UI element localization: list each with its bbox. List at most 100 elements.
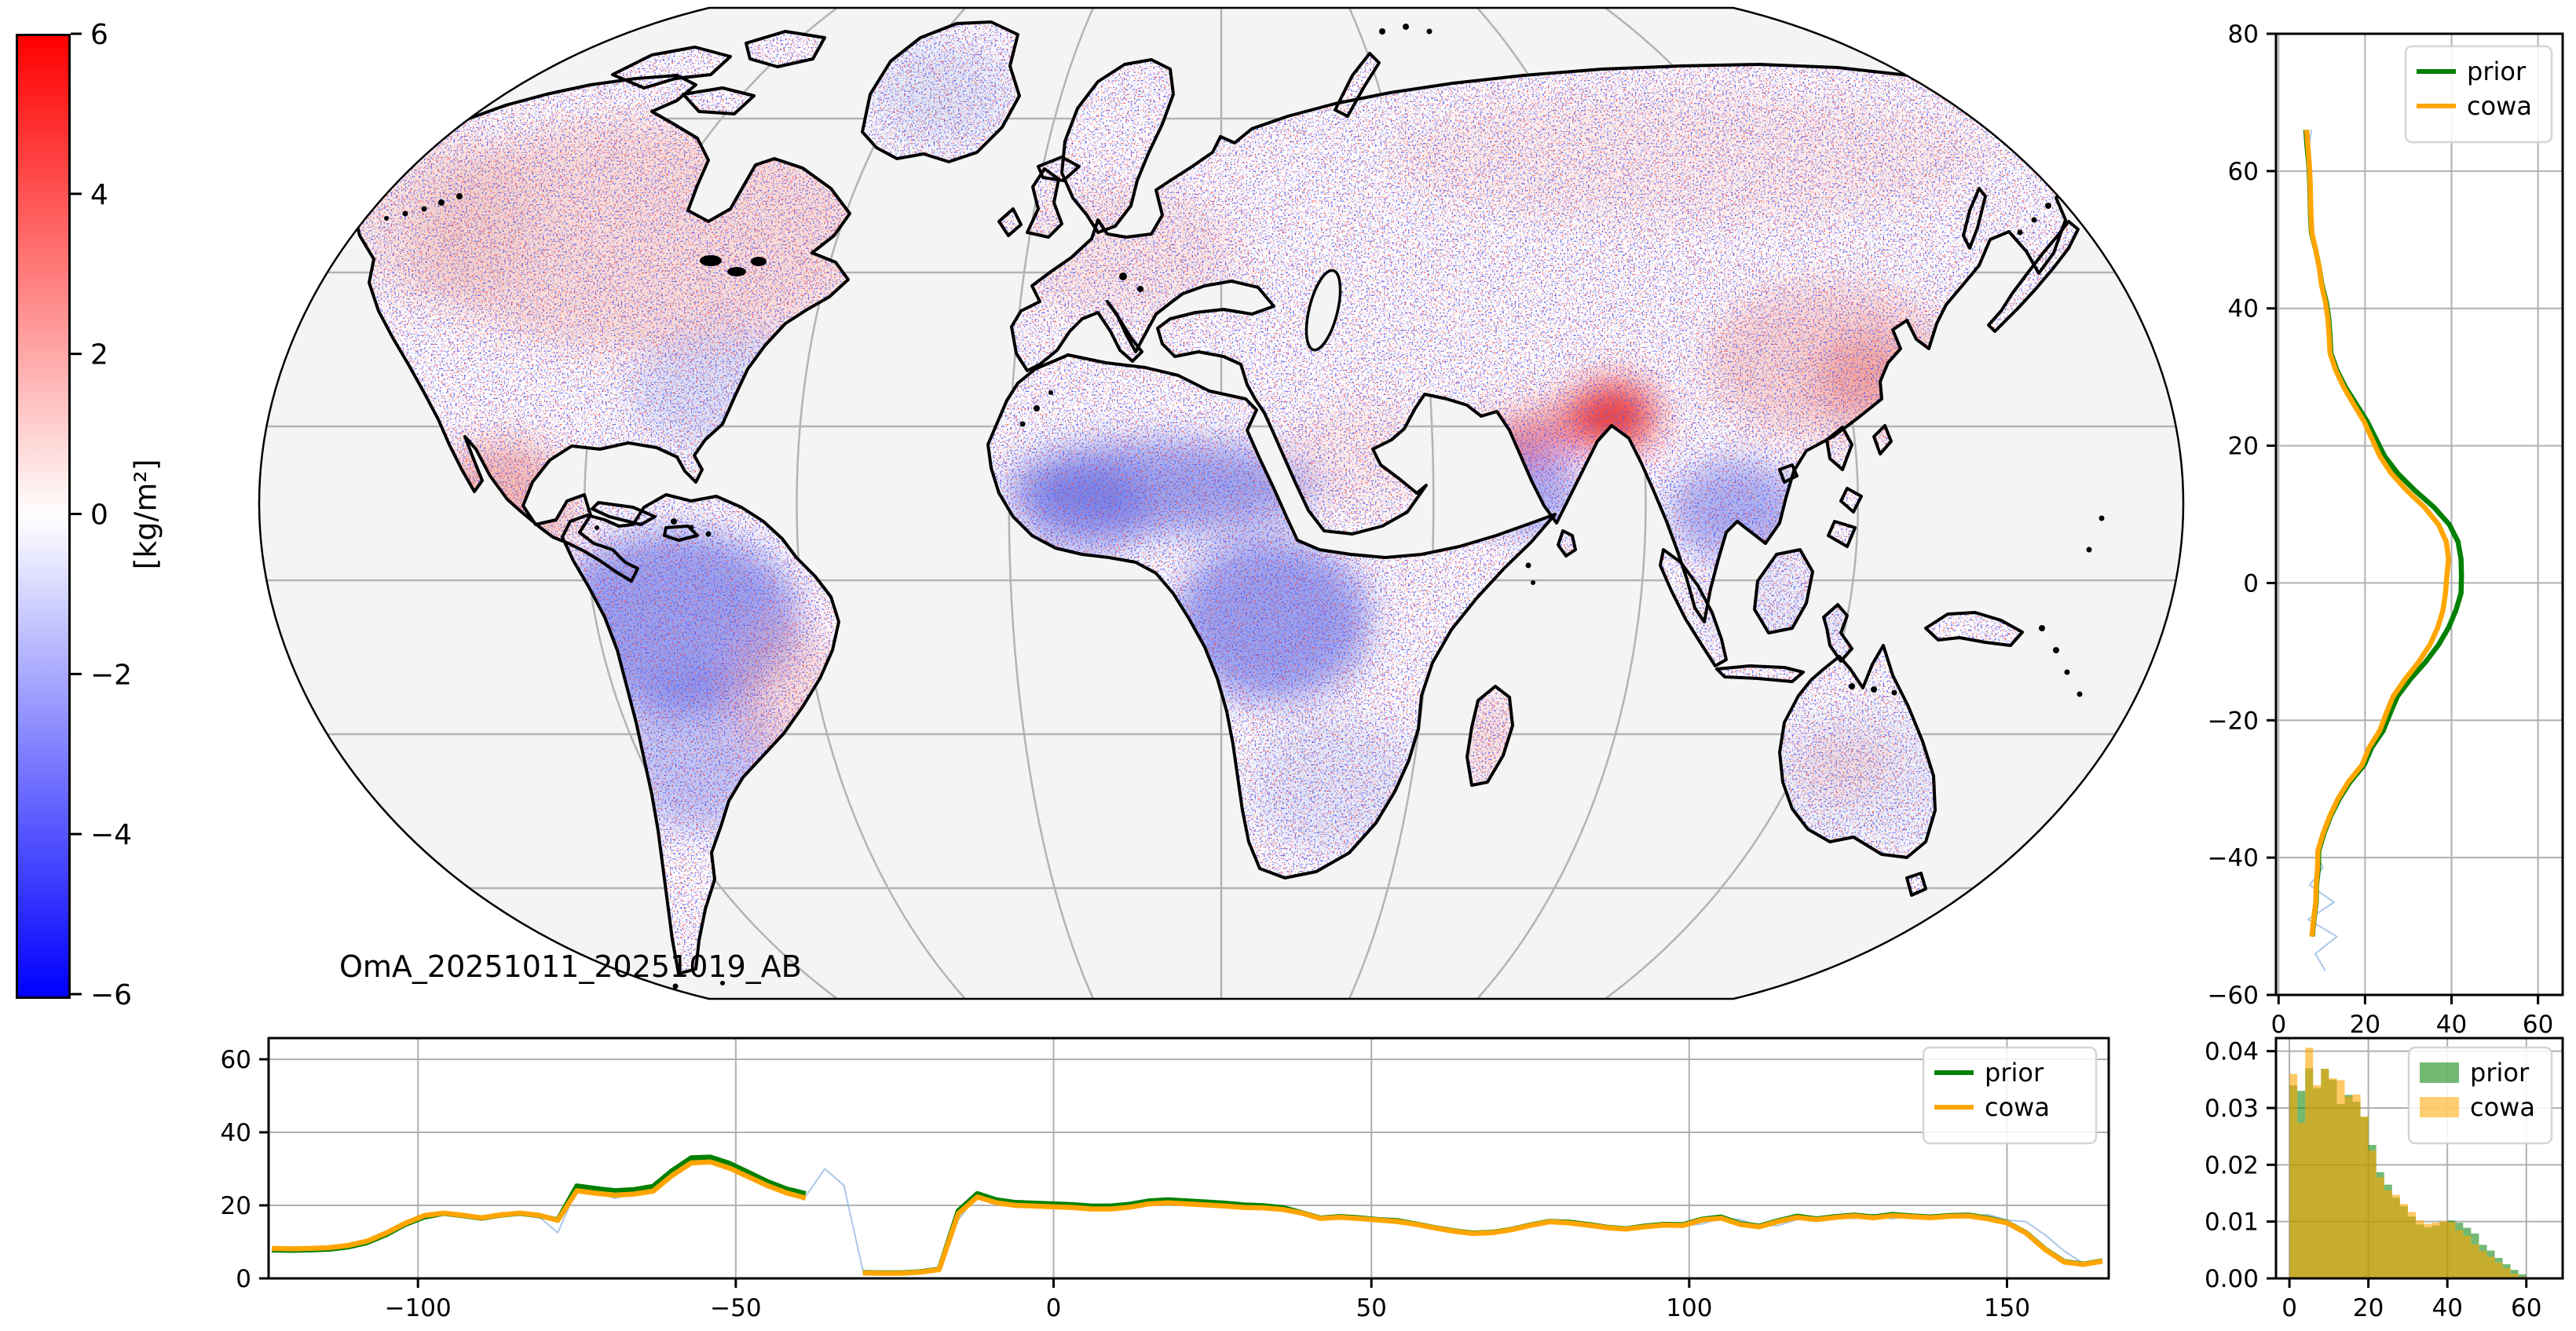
x-tick-label: −100: [385, 1294, 452, 1322]
hist-bar: [2463, 1235, 2472, 1278]
colorbar-tick-label: 4: [90, 179, 108, 211]
y-tick-label: 60: [221, 1046, 251, 1074]
y-tick-label: 0.01: [2205, 1209, 2259, 1237]
hist-bar: [2518, 1274, 2527, 1278]
legend-label-cowa: cowa: [2470, 1092, 2535, 1122]
y-tick-label: −60: [2208, 982, 2259, 1010]
hist-bar: [2399, 1204, 2408, 1278]
hist-bar: [2352, 1094, 2361, 1278]
hist-bar: [2313, 1085, 2322, 1278]
x-tick-label: 50: [1356, 1294, 1386, 1322]
zonal-legend: prior cowa: [2404, 45, 2553, 144]
x-tick-label: 60: [2523, 1011, 2553, 1039]
x-tick-label: 0: [2270, 1011, 2286, 1039]
legend-swatch-cowa: [2420, 1097, 2459, 1117]
y-tick-label: 20: [221, 1192, 251, 1220]
y-tick-label: 40: [2228, 295, 2259, 324]
hist-bar: [2486, 1256, 2495, 1278]
hist-bar: [2289, 1073, 2298, 1278]
axes-border: [2274, 32, 2564, 996]
legend-label-prior: prior: [1985, 1058, 2044, 1088]
colorbar-tick-label: −2: [90, 659, 132, 691]
ticks: [259, 1058, 2009, 1288]
colorbar-label-wrap: [kg/m²]: [118, 34, 173, 994]
hist-bar: [2368, 1150, 2377, 1278]
hist-bar: [2321, 1069, 2329, 1278]
world-map: OmA_20251011_20251019_AB: [258, 6, 2185, 1000]
hist-bar: [2384, 1190, 2392, 1278]
x-tick-label: 40: [2436, 1011, 2467, 1039]
hist-bar: [2391, 1194, 2400, 1278]
axes-border: [2274, 1037, 2564, 1280]
x-tick-label: 40: [2431, 1294, 2462, 1322]
x-tick-label: 20: [2350, 1011, 2380, 1039]
hist-bar: [2479, 1251, 2487, 1278]
hist-bar: [2297, 1122, 2306, 1278]
y-tick-label: 0.04: [2205, 1038, 2259, 1066]
hist-bar: [2415, 1220, 2424, 1278]
hist-bar: [2431, 1223, 2440, 1278]
meridional-legend: prior cowa: [1922, 1046, 2098, 1145]
hist-bar: [2407, 1212, 2416, 1278]
y-tick-label: 0: [236, 1265, 251, 1293]
hist-bar: [2305, 1048, 2314, 1278]
y-tick-label: 0: [2243, 569, 2259, 598]
y-tick-label: 20: [2228, 433, 2259, 461]
y-tick-label: 40: [221, 1119, 251, 1147]
colorbar-label: [kg/m²]: [128, 459, 163, 569]
map-border: [258, 6, 2185, 1000]
histogram-chart: 0 20 40 60 0.00 0.01 0.02 0.03 0.04 prior cowa: [2205, 1037, 2564, 1322]
colorbar-ticks: 6 4 2 0 −2 −4 −6: [71, 19, 132, 1011]
hist-bar: [2329, 1078, 2337, 1278]
meridional-profile-chart: −100 −50 0 50 100 150 0 20 40 60 prior cowa: [221, 1037, 2110, 1322]
x-tick-label: 0: [2281, 1294, 2297, 1322]
colorbar-tick-label: −6: [90, 979, 132, 1011]
colorbar-tick-label: 6: [90, 19, 108, 51]
hist-series-cowa: [2289, 1048, 2527, 1278]
colorbar-tick-label: −4: [90, 819, 132, 851]
y-tick-label: 0.03: [2205, 1095, 2259, 1123]
y-tick-label: 80: [2228, 20, 2259, 49]
x-tick-label: 20: [2353, 1294, 2384, 1322]
map-annotation: OmA_20251011_20251019_AB: [339, 949, 802, 984]
series-cowa: [271, 1159, 2103, 1276]
hist-bar: [2471, 1244, 2479, 1278]
colorbar-tick-label: 0: [90, 499, 108, 532]
hist-bar: [2424, 1223, 2432, 1278]
legend-label-prior: prior: [2467, 57, 2527, 86]
y-tick-label: −40: [2208, 844, 2259, 872]
x-tick-label: 150: [1984, 1294, 2030, 1322]
hist-bar: [2376, 1177, 2384, 1278]
y-tick-label: 60: [2228, 158, 2259, 186]
hist-bar: [2344, 1096, 2353, 1278]
plot-background: [269, 1038, 2109, 1278]
legend-swatch-prior: [2420, 1062, 2459, 1083]
zonal-profile-chart: 0 20 40 60 80 60 40 20 0 −20 −40 −60 prior cowa: [2208, 20, 2564, 1039]
legend-label-cowa: cowa: [1985, 1092, 2050, 1122]
hist-bar: [2510, 1274, 2519, 1278]
x-tick-label: 100: [1666, 1294, 1712, 1322]
hist-bar: [2494, 1262, 2503, 1278]
x-tick-label: 0: [1046, 1294, 1062, 1322]
x-tick-label: −50: [710, 1294, 761, 1322]
hist-bar: [2502, 1267, 2511, 1278]
legend-label-prior: prior: [2470, 1058, 2530, 1088]
hist-bar: [2336, 1080, 2345, 1278]
ticks: [2267, 1050, 2528, 1288]
y-tick-label: 0.02: [2205, 1151, 2259, 1179]
series-cowa: [2303, 130, 2451, 938]
axes-border: [267, 1037, 2110, 1280]
histogram-legend: prior cowa: [2407, 1046, 2553, 1145]
hist-bar: [2455, 1230, 2464, 1278]
hist-bar: [2360, 1116, 2369, 1278]
colorbar-gradient: [16, 34, 71, 999]
hist-bar: [2447, 1222, 2456, 1278]
y-tick-label: 0.00: [2205, 1265, 2259, 1293]
y-tick-label: −20: [2208, 707, 2259, 735]
x-tick-label: 60: [2511, 1294, 2541, 1322]
hist-bar: [2439, 1220, 2448, 1278]
colorbar-tick-label: 2: [90, 339, 108, 371]
ticks: [2267, 32, 2540, 1004]
legend-label-cowa: cowa: [2467, 91, 2532, 121]
